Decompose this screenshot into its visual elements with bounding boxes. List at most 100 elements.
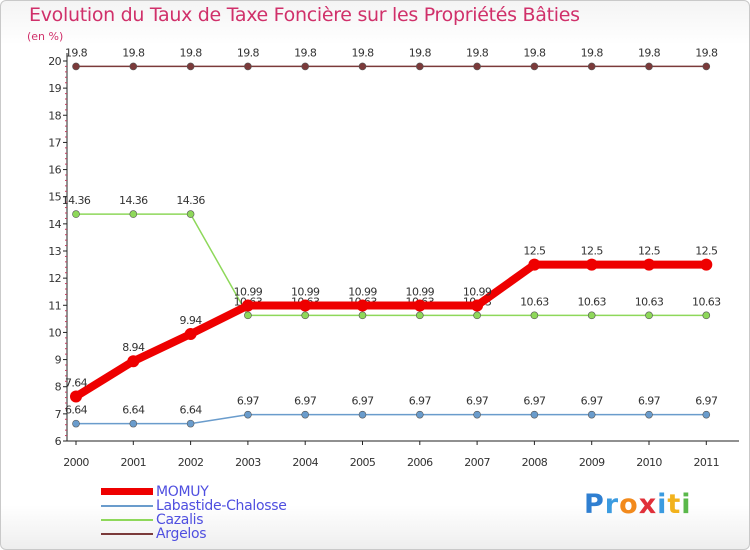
legend-label-labastide-chalosse: Labastide-Chalosse xyxy=(156,498,287,514)
data-label-momuy: 7.64 xyxy=(65,376,88,389)
data-label-labastide-chalosse: 6.97 xyxy=(523,395,546,408)
series-line-cazalis xyxy=(75,213,708,317)
data-label-labastide-chalosse: 6.64 xyxy=(65,404,88,417)
data-point-labastide-chalosse xyxy=(358,410,367,419)
data-label-cazalis: 14.36 xyxy=(119,194,148,207)
data-point-argelos xyxy=(129,62,138,71)
data-label-labastide-chalosse: 6.97 xyxy=(294,395,317,408)
proxiti-logo: Proxiti xyxy=(584,489,692,520)
data-point-argelos xyxy=(72,62,80,71)
data-point-momuy xyxy=(700,258,713,271)
y-tick-label: 15 xyxy=(48,191,61,204)
y-tick-label: 18 xyxy=(48,109,61,122)
data-point-labastide-chalosse xyxy=(645,410,653,419)
legend-swatch-momuy xyxy=(101,488,153,495)
data-point-argelos xyxy=(301,62,310,71)
data-point-cazalis xyxy=(301,311,310,320)
y-tick-label: 13 xyxy=(48,245,61,258)
logo-letter: P xyxy=(584,489,605,520)
data-point-cazalis xyxy=(244,311,252,320)
data-label-labastide-chalosse: 6.97 xyxy=(237,395,260,408)
data-point-cazalis xyxy=(645,311,653,320)
data-label-momuy: 9.94 xyxy=(180,314,203,327)
y-unit-label: (en %) xyxy=(27,30,64,43)
x-tick-label: 2009 xyxy=(579,456,605,469)
x-tick-label: 2004 xyxy=(292,456,318,469)
data-label-argelos: 19.8 xyxy=(638,46,661,59)
data-point-argelos xyxy=(358,62,367,71)
data-point-momuy xyxy=(413,299,426,312)
data-point-cazalis xyxy=(415,311,424,320)
data-point-momuy xyxy=(184,328,197,341)
y-tick-label: 6 xyxy=(55,435,62,448)
x-tick-label: 2000 xyxy=(63,456,89,469)
data-label-argelos: 19.8 xyxy=(523,46,546,59)
y-tick-label: 12 xyxy=(48,272,61,285)
data-label-labastide-chalosse: 6.97 xyxy=(581,395,604,408)
data-label-momuy: 12.5 xyxy=(695,245,718,258)
y-tick-label: 10 xyxy=(48,326,61,339)
data-label-momuy: 10.99 xyxy=(348,286,377,299)
plot-area xyxy=(67,51,739,441)
y-tick-label: 8 xyxy=(55,381,62,394)
data-label-argelos: 19.8 xyxy=(180,46,203,59)
data-label-argelos: 19.8 xyxy=(581,46,604,59)
data-label-argelos: 19.8 xyxy=(65,46,88,59)
data-point-momuy xyxy=(471,299,484,312)
y-tick-label: 17 xyxy=(48,136,61,149)
data-label-momuy: 10.99 xyxy=(234,286,263,299)
data-point-momuy xyxy=(585,258,598,271)
legend-swatch-argelos xyxy=(101,533,153,535)
data-label-argelos: 19.8 xyxy=(466,46,489,59)
data-point-labastide-chalosse xyxy=(702,410,711,419)
data-point-argelos xyxy=(587,62,596,71)
x-tick-label: 2010 xyxy=(636,456,662,469)
x-tick-label: 2007 xyxy=(464,456,490,469)
x-tick-label: 2003 xyxy=(235,456,261,469)
y-tick-label: 9 xyxy=(55,354,62,367)
legend-swatch-cazalis xyxy=(101,519,153,521)
data-label-labastide-chalosse: 6.97 xyxy=(409,395,432,408)
data-point-momuy xyxy=(70,390,82,403)
data-point-argelos xyxy=(645,62,653,71)
x-tick-label: 2008 xyxy=(522,456,548,469)
data-label-labastide-chalosse: 6.64 xyxy=(122,404,145,417)
data-point-argelos xyxy=(186,62,195,71)
logo-letter: r xyxy=(604,489,620,520)
data-point-momuy xyxy=(643,258,655,271)
data-label-argelos: 19.8 xyxy=(237,46,260,59)
y-tick-label: 14 xyxy=(48,218,61,231)
data-label-labastide-chalosse: 6.97 xyxy=(638,395,661,408)
data-point-labastide-chalosse xyxy=(587,410,596,419)
data-label-cazalis: 10.63 xyxy=(635,295,664,308)
logo-letter: o xyxy=(619,489,639,520)
data-point-momuy xyxy=(127,355,140,368)
data-point-labastide-chalosse xyxy=(129,419,138,428)
data-label-argelos: 19.8 xyxy=(294,46,317,59)
data-label-cazalis: 10.63 xyxy=(577,295,606,308)
data-label-cazalis: 10.63 xyxy=(520,295,549,308)
legend-swatch-labastide-chalosse xyxy=(101,505,153,507)
data-point-cazalis xyxy=(702,311,711,320)
x-tick-label: 2011 xyxy=(693,456,719,469)
data-point-argelos xyxy=(415,62,424,71)
data-label-cazalis: 10.63 xyxy=(692,295,721,308)
data-point-labastide-chalosse xyxy=(244,410,252,419)
data-label-argelos: 19.8 xyxy=(409,46,432,59)
data-point-momuy xyxy=(299,299,312,312)
y-tick-label: 20 xyxy=(48,55,61,68)
y-tick-label: 16 xyxy=(48,164,61,177)
data-point-cazalis xyxy=(72,210,80,218)
data-label-argelos: 19.8 xyxy=(695,46,718,59)
y-tick-label: 19 xyxy=(48,82,61,95)
data-point-cazalis xyxy=(587,311,596,320)
series-line-momuy xyxy=(72,260,711,401)
data-label-labastide-chalosse: 6.97 xyxy=(695,395,718,408)
x-tick-label: 2006 xyxy=(407,456,433,469)
data-point-labastide-chalosse xyxy=(186,419,195,428)
data-point-labastide-chalosse xyxy=(415,410,424,419)
data-point-momuy xyxy=(356,299,369,312)
data-label-momuy: 10.99 xyxy=(463,286,492,299)
